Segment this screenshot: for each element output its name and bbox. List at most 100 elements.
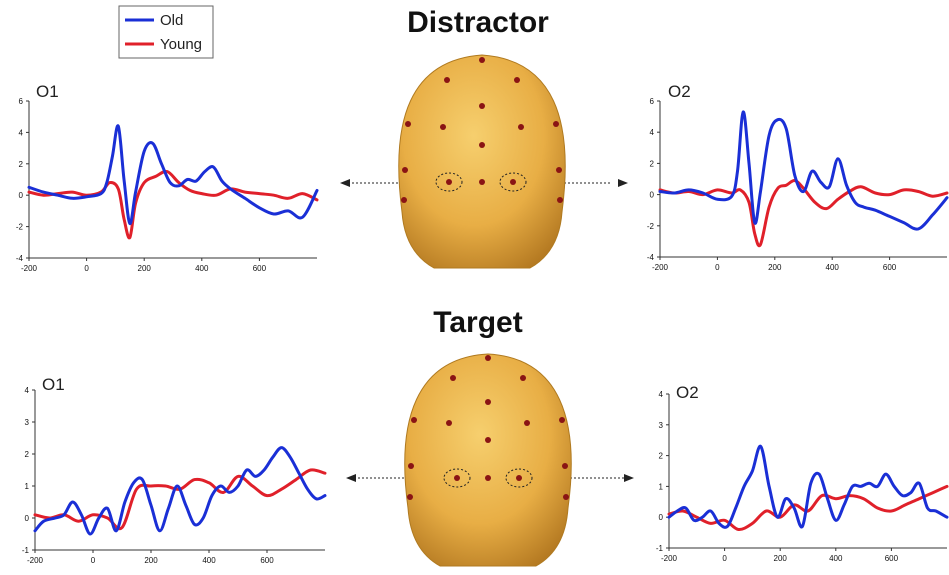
y-tick-label: 1 (25, 482, 30, 491)
highlight-o1 (443, 468, 471, 488)
y-tick-label: 4 (659, 390, 664, 399)
series-line-old (27, 124, 319, 226)
legend-label-old: Old (160, 12, 183, 29)
x-tick-label: 200 (144, 556, 158, 565)
x-tick-label: -200 (27, 556, 44, 565)
x-tick-label: 0 (84, 264, 89, 273)
arrow-head-left (346, 474, 356, 482)
y-tick-label: 0 (19, 191, 24, 200)
electrode-o2 (516, 475, 522, 481)
electrode (407, 494, 413, 500)
panel-label: O1 (42, 375, 65, 394)
electrodes (407, 355, 569, 500)
series-line-old (658, 110, 949, 231)
electrode (562, 463, 568, 469)
y-tick-label: -2 (647, 222, 655, 231)
y-tick-label: -4 (16, 254, 24, 263)
electrode (402, 167, 408, 173)
electrode (514, 77, 520, 83)
electrode (553, 121, 559, 127)
electrode (479, 179, 485, 185)
head-model-target (404, 353, 572, 567)
chart-distractor-o1: O1 -4 -2 0 2 4 6 -200 0 200 400 600 (16, 82, 319, 273)
electrode (411, 417, 417, 423)
legend: Old Young (118, 5, 214, 59)
x-tick-label: 400 (202, 556, 216, 565)
arrow-head-left (340, 179, 350, 187)
section-title-distractor: Distractor (407, 6, 549, 39)
y-tick-label: 0 (25, 514, 30, 523)
electrode (479, 142, 485, 148)
electrode (563, 494, 569, 500)
x-tick-label: 200 (768, 263, 782, 272)
electrode (450, 375, 456, 381)
panel-label: O2 (668, 82, 691, 101)
y-tick-label: 4 (25, 386, 30, 395)
electrodes (401, 57, 563, 203)
electrode-o2 (510, 179, 516, 185)
x-tick-label: 200 (138, 264, 152, 273)
electrode (485, 355, 491, 361)
y-tick-label: 3 (25, 418, 30, 427)
x-tick-label: 600 (260, 556, 274, 565)
x-tick-label: 400 (829, 554, 843, 563)
y-tick-label: 2 (19, 160, 24, 169)
electrode (520, 375, 526, 381)
series-line-young (27, 169, 319, 240)
chart-distractor-o2: O2 -4 -2 0 2 4 6 -200 0 200 400 600 (647, 82, 949, 272)
x-tick-label: 0 (91, 556, 96, 565)
electrode (518, 124, 524, 130)
y-tick-label: 6 (650, 97, 655, 106)
electrode (446, 420, 452, 426)
electrode (444, 77, 450, 83)
x-tick-label: -200 (21, 264, 38, 273)
y-tick-label: 4 (650, 128, 655, 137)
electrode (556, 167, 562, 173)
x-tick-label: 400 (826, 263, 840, 272)
legend-box (118, 5, 214, 59)
electrode (440, 124, 446, 130)
electrode (479, 57, 485, 63)
x-tick-label: 200 (774, 554, 788, 563)
section-title-target: Target (433, 306, 522, 339)
head-shape (398, 54, 566, 269)
x-tick-label: 400 (195, 264, 209, 273)
x-tick-label: -200 (661, 554, 678, 563)
electrode (479, 103, 485, 109)
panel-label: O1 (36, 82, 59, 101)
electrode (485, 437, 491, 443)
electrode (485, 475, 491, 481)
x-tick-label: -200 (652, 263, 669, 272)
electrode (401, 197, 407, 203)
y-tick-label: 6 (19, 97, 24, 106)
y-tick-label: -1 (22, 546, 30, 555)
highlight-o2 (505, 468, 533, 488)
electrode (559, 417, 565, 423)
y-tick-label: 2 (659, 452, 664, 461)
head-shape (404, 353, 572, 567)
arrow-head-right (618, 179, 628, 187)
y-tick-label: 1 (659, 482, 664, 491)
y-tick-label: 0 (659, 513, 664, 522)
series-line-old (667, 444, 949, 529)
chart-target-o2: O2 -1 0 1 2 3 4 -200 0 200 400 600 (656, 383, 949, 563)
panel-label: O2 (676, 383, 699, 402)
y-tick-label: 3 (659, 421, 664, 430)
y-tick-label: -1 (656, 544, 664, 553)
x-tick-label: 600 (883, 263, 897, 272)
electrode (557, 197, 563, 203)
series-line-young (33, 468, 327, 531)
electrode (524, 420, 530, 426)
head-model-distractor (398, 54, 566, 269)
highlight-o2 (499, 172, 527, 192)
legend-label-young: Young (160, 36, 202, 53)
electrode (485, 399, 491, 405)
electrode-o1 (454, 475, 460, 481)
arrows (340, 179, 634, 482)
x-tick-label: 600 (253, 264, 267, 273)
highlight-o1 (435, 172, 463, 192)
x-tick-label: 0 (722, 554, 727, 563)
x-tick-label: 600 (885, 554, 899, 563)
chart-target-o1: O1 -1 0 1 2 3 4 -200 0 200 400 600 (22, 375, 327, 565)
